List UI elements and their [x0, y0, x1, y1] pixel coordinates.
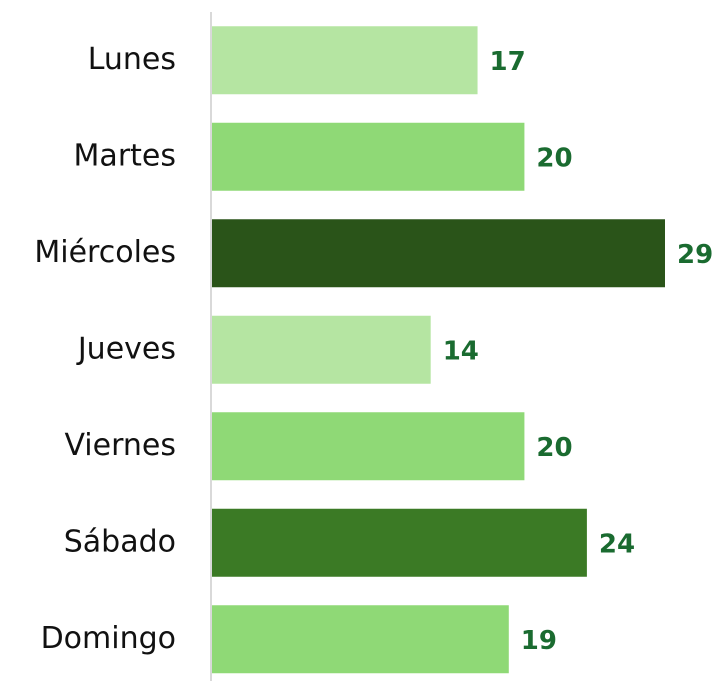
value-label: 17: [490, 47, 526, 77]
value-label: 20: [536, 143, 572, 173]
category-label: Viernes: [64, 428, 176, 463]
bar: [212, 219, 665, 288]
category-label: Sábado: [64, 524, 176, 559]
value-label: 20: [536, 433, 572, 463]
bar: [212, 605, 509, 674]
bar: [212, 122, 525, 191]
value-label: 14: [443, 336, 479, 366]
category-label: Lunes: [88, 42, 176, 77]
bar: [212, 26, 478, 95]
value-label: 19: [521, 626, 557, 656]
bar: [212, 508, 587, 577]
category-label: Jueves: [76, 331, 176, 366]
bar: [212, 412, 525, 481]
value-label: 24: [599, 529, 635, 559]
value-label: 29: [677, 240, 712, 270]
category-label: Domingo: [41, 621, 176, 656]
bar: [212, 315, 431, 384]
category-label: Martes: [74, 138, 176, 173]
category-label: Miércoles: [34, 235, 176, 270]
